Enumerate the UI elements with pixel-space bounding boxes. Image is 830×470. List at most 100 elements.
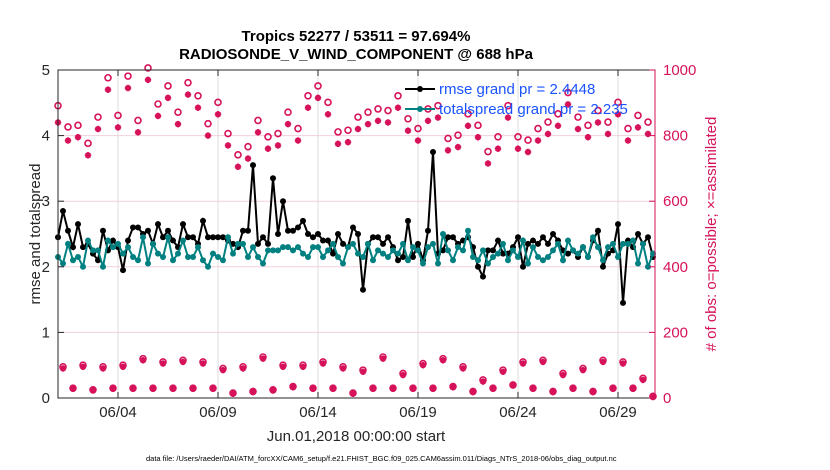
assimilated-marker-stroke [240, 365, 246, 372]
assimilated-marker-stroke [490, 385, 496, 392]
assimilated-marker-stroke [485, 160, 491, 167]
assimilated-marker-stroke [345, 139, 351, 146]
rmse-point [185, 234, 191, 241]
assimilated-marker [224, 142, 232, 149]
totalspread-point [320, 253, 326, 260]
totalspread-point [570, 247, 576, 254]
totalspread-point [585, 253, 591, 260]
assimilated-marker-stroke [250, 389, 256, 396]
totalspread-point [335, 253, 341, 260]
possible-marker [554, 110, 562, 118]
possible-marker [414, 124, 422, 133]
rmse-point [110, 237, 116, 244]
rmse-point [310, 234, 316, 241]
rmse-point [295, 224, 301, 231]
x-tick-label: 06/14 [299, 404, 337, 421]
assimilated-marker-stroke [180, 358, 186, 365]
assimilated-marker [284, 120, 292, 128]
assimilated-marker [419, 362, 427, 369]
assimilated-marker [494, 145, 502, 152]
assimilated-marker-stroke [400, 372, 406, 378]
possible-marker [304, 92, 312, 100]
assimilated-marker [119, 363, 127, 371]
assimilated-marker-stroke [560, 372, 566, 378]
totalspread-point [100, 263, 106, 270]
assimilated-marker-stroke [580, 367, 586, 374]
assimilated-marker [479, 378, 487, 385]
assimilated-marker-stroke [255, 129, 261, 136]
assimilated-marker-stroke [195, 104, 201, 111]
assimilated-marker [99, 365, 107, 372]
rmse-point [620, 299, 626, 306]
possible-marker [434, 101, 442, 110]
assimilated-marker-stroke [95, 126, 101, 132]
assimilated-marker [464, 122, 472, 129]
assimilated-marker-stroke [130, 385, 136, 392]
totalspread-point [220, 257, 226, 264]
assimilated-marker-stroke [480, 378, 486, 385]
assimilated-marker [449, 383, 457, 391]
rmse-point [260, 234, 266, 241]
rmse-point [275, 231, 281, 237]
totalspread-point [250, 244, 256, 251]
assimilated-marker-stroke [290, 384, 296, 391]
assimilated-marker [109, 385, 117, 393]
y2-tick-label: 800 [663, 128, 688, 145]
assimilated-marker [84, 152, 92, 159]
legend-spread-label: totalspread grand pr = 2.235 [439, 101, 628, 118]
rmse-point [155, 221, 161, 228]
possible-marker [204, 119, 212, 128]
possible-marker [564, 88, 572, 97]
rmse-point [320, 237, 326, 244]
assimilated-marker-stroke [610, 385, 616, 392]
totalspread-point [525, 260, 531, 267]
totalspread-point [70, 257, 76, 264]
assimilated-marker [519, 360, 527, 367]
rmse-point [635, 231, 641, 237]
possible-marker [534, 124, 542, 133]
assimilated-marker-stroke [530, 385, 536, 392]
totalspread-point [310, 244, 316, 251]
possible-marker [254, 116, 262, 125]
assimilated-marker [64, 137, 72, 144]
possible-marker [214, 98, 222, 107]
rmse-point [410, 253, 416, 260]
assimilated-marker [334, 140, 342, 147]
assimilated-marker [94, 125, 102, 133]
possible-marker [274, 129, 282, 138]
rmse-point [425, 227, 431, 234]
rmse-point [65, 227, 71, 234]
totalspread-point [485, 260, 491, 267]
rmse-point [245, 227, 251, 234]
possible-marker [104, 73, 112, 82]
totalspread-point [575, 250, 581, 257]
legend-rmse-label: rmse grand pr = 2.4448 [439, 81, 595, 98]
assimilated-marker-stroke [175, 121, 181, 128]
rmse-point [600, 263, 606, 270]
totalspread-point [375, 247, 381, 254]
possible-marker [264, 133, 272, 141]
assimilated-marker [214, 111, 222, 118]
possible-marker [314, 82, 322, 90]
possible-marker [394, 92, 402, 100]
totalspread-point [535, 253, 541, 260]
totalspread-point [475, 257, 481, 264]
totalspread-point [315, 244, 321, 251]
rmse-point [615, 221, 621, 228]
possible-marker [184, 78, 192, 87]
y-tick-label: 1 [42, 324, 50, 341]
assimilated-marker-stroke [425, 117, 431, 124]
totalspread-point [495, 250, 501, 257]
totalspread-point [440, 231, 446, 237]
assimilated-marker [564, 101, 572, 108]
totalspread-point [470, 253, 476, 260]
rmse-point [205, 234, 211, 241]
y2-axis-label: # of obs: o=possible; ×=assimilated [703, 117, 720, 352]
y-tick-label: 0 [42, 390, 50, 407]
rmse-point [335, 231, 341, 237]
assimilated-marker-stroke [450, 384, 456, 391]
possible-marker [614, 98, 622, 107]
assimilated-marker-stroke [190, 385, 196, 392]
totalspread-point [160, 253, 166, 260]
assimilated-marker [644, 130, 652, 138]
